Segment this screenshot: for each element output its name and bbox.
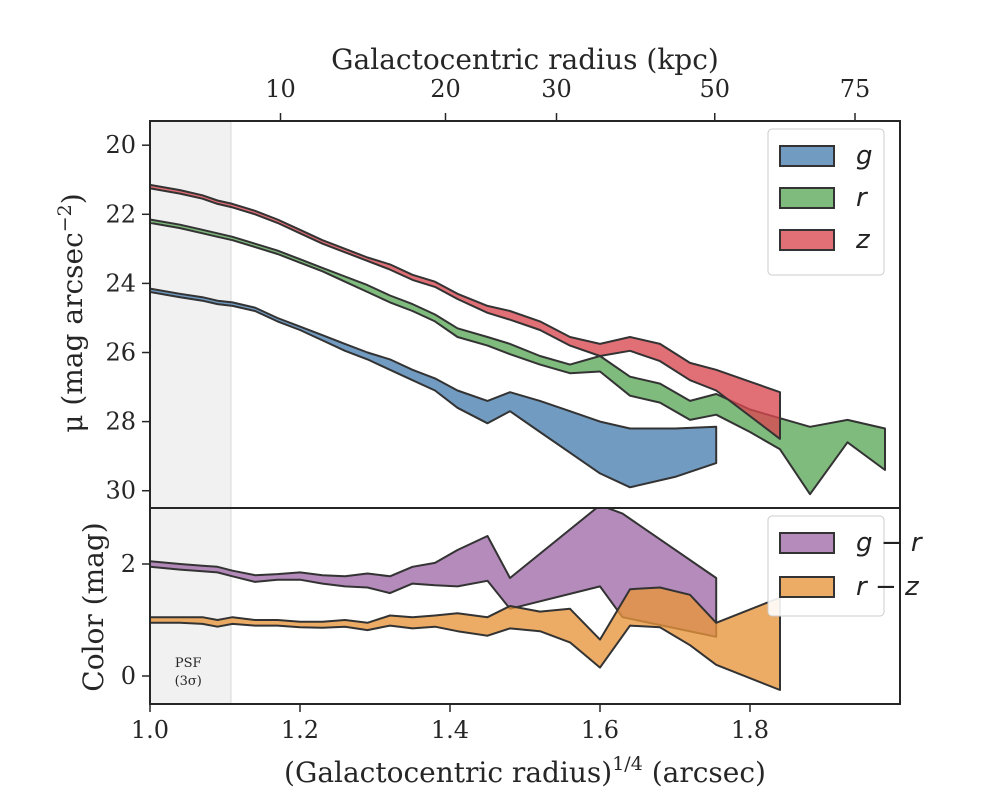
legend-label-g-r: g − r — [856, 528, 924, 558]
legend-label-g: g — [856, 141, 873, 171]
y-tick-label: 24 — [105, 269, 136, 297]
y-tick-label: 30 — [105, 477, 136, 505]
bottom-y-axis-label: Color (mag) — [77, 522, 110, 691]
psf-label-line: PSF — [175, 656, 202, 671]
top-x-axis-label: Galactocentric radius (kpc) — [331, 43, 719, 76]
psf-label-line: (3σ) — [175, 674, 202, 689]
legend-label-z: z — [855, 225, 871, 255]
top-y-axis-label: μ (mag arcsec−2) — [54, 193, 89, 432]
band-r — [150, 218, 886, 496]
y-tick-label: 2 — [121, 550, 136, 578]
legend-swatch-g-r — [779, 532, 835, 554]
y-tick-label: 26 — [105, 339, 136, 367]
color-panel: 0 2 g − r r − z 1.0 1.2 1.4 1.6 1.8 PSF (3σ) — [121, 507, 924, 744]
y-tick-label: 22 — [105, 200, 136, 228]
top-x-tick-label: 75 — [840, 75, 871, 103]
x-tick-label: 1.4 — [431, 716, 469, 744]
bottom-x-axis-label: (Galactocentric radius)1/4 (arcsec) — [284, 753, 766, 789]
band-layer — [150, 183, 886, 496]
surface-brightness-panel: 20 22 24 26 28 30 grz 10 20 30 50 75 — [105, 75, 901, 509]
x-tick-label: 1.6 — [581, 716, 619, 744]
psf-shaded-region — [150, 508, 231, 704]
x-tick-label: 1.8 — [731, 716, 769, 744]
band-g — [150, 287, 718, 489]
y-tick-label: 0 — [121, 662, 136, 690]
x-tick-label: 1.2 — [281, 716, 319, 744]
top-x-tick-label: 50 — [699, 75, 730, 103]
legend-swatch-r-z — [779, 576, 835, 598]
x-tick-label: 1.0 — [131, 716, 169, 744]
top-x-tick-label: 20 — [430, 75, 461, 103]
band-r-z — [150, 586, 781, 691]
y-tick-label: 20 — [105, 131, 136, 159]
legend: grz — [767, 128, 885, 276]
psf-shaded-region — [150, 121, 231, 508]
legend-swatch-r — [779, 187, 835, 209]
legend-label-r: r — [856, 183, 869, 213]
top-x-tick-label: 10 — [265, 75, 296, 103]
legend-swatch-g — [779, 145, 835, 167]
legend: g − r r − z — [767, 515, 924, 617]
legend-label-r-z: r − z — [856, 572, 920, 602]
band-layer — [150, 508, 781, 691]
y-tick-label: 28 — [105, 408, 136, 436]
band-z — [150, 183, 781, 440]
top-x-tick-label: 30 — [541, 75, 572, 103]
panel-frame — [149, 507, 901, 705]
legend-swatch-z — [779, 229, 835, 251]
